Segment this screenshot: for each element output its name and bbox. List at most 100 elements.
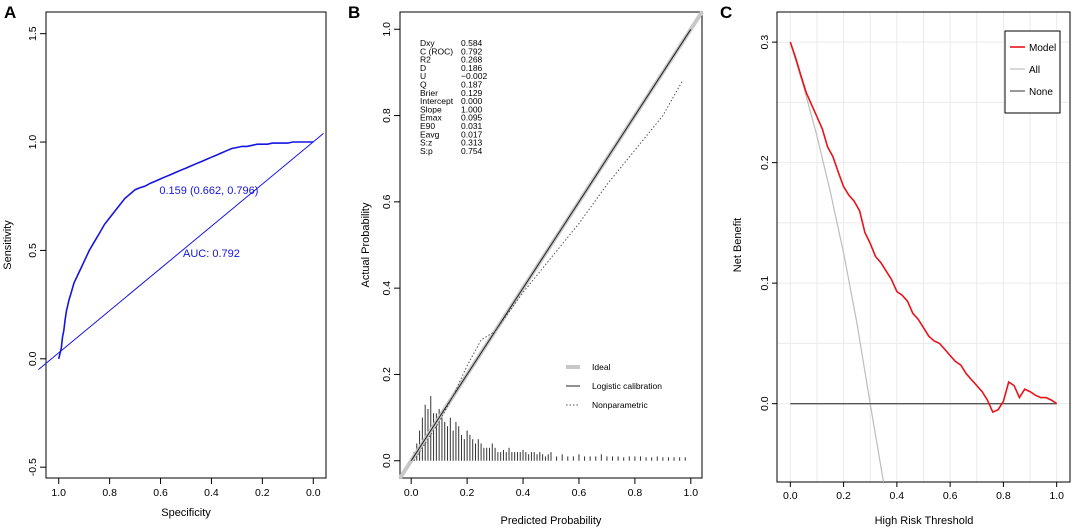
nonparametric-line xyxy=(413,80,683,461)
logistic-calibration-line xyxy=(410,29,692,461)
panel-b-y-tick-label: 0.0 xyxy=(381,453,393,468)
panel-b-x-tick-label: 0.4 xyxy=(516,487,531,499)
panel-b-calibration-lines xyxy=(398,10,704,480)
panel-b-x-title: Predicted Probability xyxy=(501,515,602,527)
panel-a-x-title: Specificity xyxy=(161,507,211,519)
panel-a-label: A xyxy=(4,3,16,22)
roc-reference-line xyxy=(38,133,324,370)
panel-c-x-tick-label: 1.0 xyxy=(1049,490,1064,502)
panel-b-x-axis: 0.0 0.2 0.4 0.6 0.8 1.0 xyxy=(404,477,699,499)
stat-value: −0.002 xyxy=(461,71,488,81)
panel-a-y-tick-label: -0.5 xyxy=(27,458,39,476)
panel-b-y-tick-label: 0.8 xyxy=(381,108,393,123)
stat-value: 0.031 xyxy=(461,121,483,131)
stat-name: Dxy xyxy=(420,38,435,48)
panel-a-y-title: Sensitivity xyxy=(2,220,14,270)
panel-a-x-tick-label: 0.6 xyxy=(153,487,168,499)
stat-name: S:z xyxy=(420,138,432,148)
stat-name: Slope xyxy=(420,104,442,114)
panel-b-y-title: Actual Probability xyxy=(360,202,372,287)
roc-threshold-annotation: 0.159 (0.662, 0.796) xyxy=(159,185,258,197)
stat-value: 0.754 xyxy=(461,146,483,156)
panel-a-x-tick-label: 0.0 xyxy=(306,487,321,499)
stat-name: S:p xyxy=(420,146,433,156)
stat-name: C (ROC) xyxy=(420,46,453,56)
panel-c-y-tick-label: 0.3 xyxy=(759,35,771,50)
stat-value: 0.187 xyxy=(461,80,483,90)
panel-a-y-tick-label: 0.0 xyxy=(27,351,39,366)
panel-b-y-tick-label: 1.0 xyxy=(381,22,393,37)
stat-name: D xyxy=(420,63,426,73)
panel-a-x-tick-label: 1.0 xyxy=(51,487,66,499)
stat-value: 0.792 xyxy=(461,46,483,56)
panel-c-plot-border xyxy=(776,11,1071,483)
panel-a-x-axis: 1.0 0.8 0.6 0.4 0.2 0.0 xyxy=(51,477,321,499)
panel-b-label: B xyxy=(348,3,360,22)
panel-b: B 0.00.20.40.60.81.0 0.0 0.2 0.4 0.6 0.8 1.0 … xyxy=(348,3,704,527)
panel-b-y-axis: 0.0 0.2 0.4 0.6 0.8 1.0 xyxy=(381,22,401,468)
stat-name: Emax xyxy=(420,113,442,123)
panel-b-x-tick-label: 0.6 xyxy=(572,487,587,499)
panel-c-y-tick-label: 0.2 xyxy=(759,155,771,170)
stat-value: 0.017 xyxy=(461,129,483,139)
panel-c-x-tick-label: 0.2 xyxy=(836,490,851,502)
panel-b-x-tick-label: 0.0 xyxy=(404,487,419,499)
panel-c-x-tick-label: 0.0 xyxy=(783,490,798,502)
model-curve xyxy=(789,41,1058,414)
legend-label: Nonparametric xyxy=(592,400,648,410)
all-curve xyxy=(789,41,885,483)
roc-auc-annotation: AUC: 0.792 xyxy=(183,248,240,260)
panel-a-y-tick-label: 0.5 xyxy=(27,243,39,258)
panel-b-y-tick-label: 0.6 xyxy=(381,194,393,209)
stat-name: Eavg xyxy=(420,129,440,139)
stat-name: R2 xyxy=(420,55,431,65)
stat-name: Q xyxy=(420,80,427,90)
legend-label: Ideal xyxy=(592,362,611,372)
stat-value: 0.313 xyxy=(461,138,483,148)
stat-value: 1.000 xyxy=(461,104,483,114)
stat-value: 0.095 xyxy=(461,113,483,123)
roc-curve xyxy=(57,141,314,359)
panel-b-legend: Ideal Logistic calibration Nonparametric xyxy=(566,362,662,410)
legend-label: None xyxy=(1029,87,1053,98)
panel-a-x-tick-label: 0.2 xyxy=(255,487,270,499)
panel-b-stats-table: Dxy 0.584 C (ROC) 0.792 R2 0.268 D 0.186 U −0.002… xyxy=(420,38,488,156)
panel-b-x-tick-label: 0.2 xyxy=(460,487,475,499)
legend-label: All xyxy=(1029,65,1040,76)
panel-b-y-tick-label: 0.4 xyxy=(381,281,393,296)
panel-a-y-tick-label: 1.5 xyxy=(27,26,39,41)
stat-value: 0.186 xyxy=(461,63,483,73)
panel-b-histogram xyxy=(413,396,686,461)
stat-value: 0.129 xyxy=(461,88,483,98)
panel-a-x-tick-label: 0.8 xyxy=(102,487,117,499)
panel-c-y-tick-label: 0.0 xyxy=(759,396,771,411)
stat-name: U xyxy=(420,71,426,81)
stat-name: Intercept xyxy=(420,96,454,106)
panel-a-x-tick-label: 0.4 xyxy=(204,487,219,499)
stat-value: 0.584 xyxy=(461,38,483,48)
panel-c-x-title: High Risk Threshold xyxy=(875,515,974,527)
panel-b-x-tick-label: 1.0 xyxy=(684,487,699,499)
panel-a: A -0.5 0.0 0.5 1.0 1.5 1.0 0.8 0.6 0.4 0.2 0.0 Sp… xyxy=(2,3,327,519)
panel-c-x-tick-label: 0.4 xyxy=(890,490,905,502)
panel-c-label: C xyxy=(720,3,732,22)
stat-name: E90 xyxy=(420,121,435,131)
panel-b-y-tick-label: 0.2 xyxy=(381,367,393,382)
panel-a-y-tick-label: 1.0 xyxy=(27,135,39,150)
panel-c-x-tick-label: 0.6 xyxy=(943,490,958,502)
stat-value: 0.000 xyxy=(461,96,483,106)
stat-value: 0.268 xyxy=(461,55,483,65)
panel-a-y-axis: -0.5 0.0 0.5 1.0 1.5 xyxy=(27,26,47,476)
legend-box xyxy=(1004,30,1061,114)
panel-a-roc-lines xyxy=(38,133,324,370)
panel-c-legend: Model All None xyxy=(1004,30,1061,114)
legend-label: Logistic calibration xyxy=(592,381,662,391)
panel-c-y-tick-label: 0.1 xyxy=(759,276,771,291)
panel-c: C 0.0 0.1 0.2 0.3 0.0 0.2 0.4 0.6 0.8 1.0 Model A… xyxy=(720,3,1071,527)
panel-c-x-tick-label: 0.8 xyxy=(996,490,1011,502)
legend-label: Model xyxy=(1029,43,1056,54)
panel-c-y-title: Net Benefit xyxy=(732,218,744,272)
panel-a-plot-border xyxy=(45,11,327,479)
panel-c-x-axis: 0.0 0.2 0.4 0.6 0.8 1.0 xyxy=(783,482,1064,502)
